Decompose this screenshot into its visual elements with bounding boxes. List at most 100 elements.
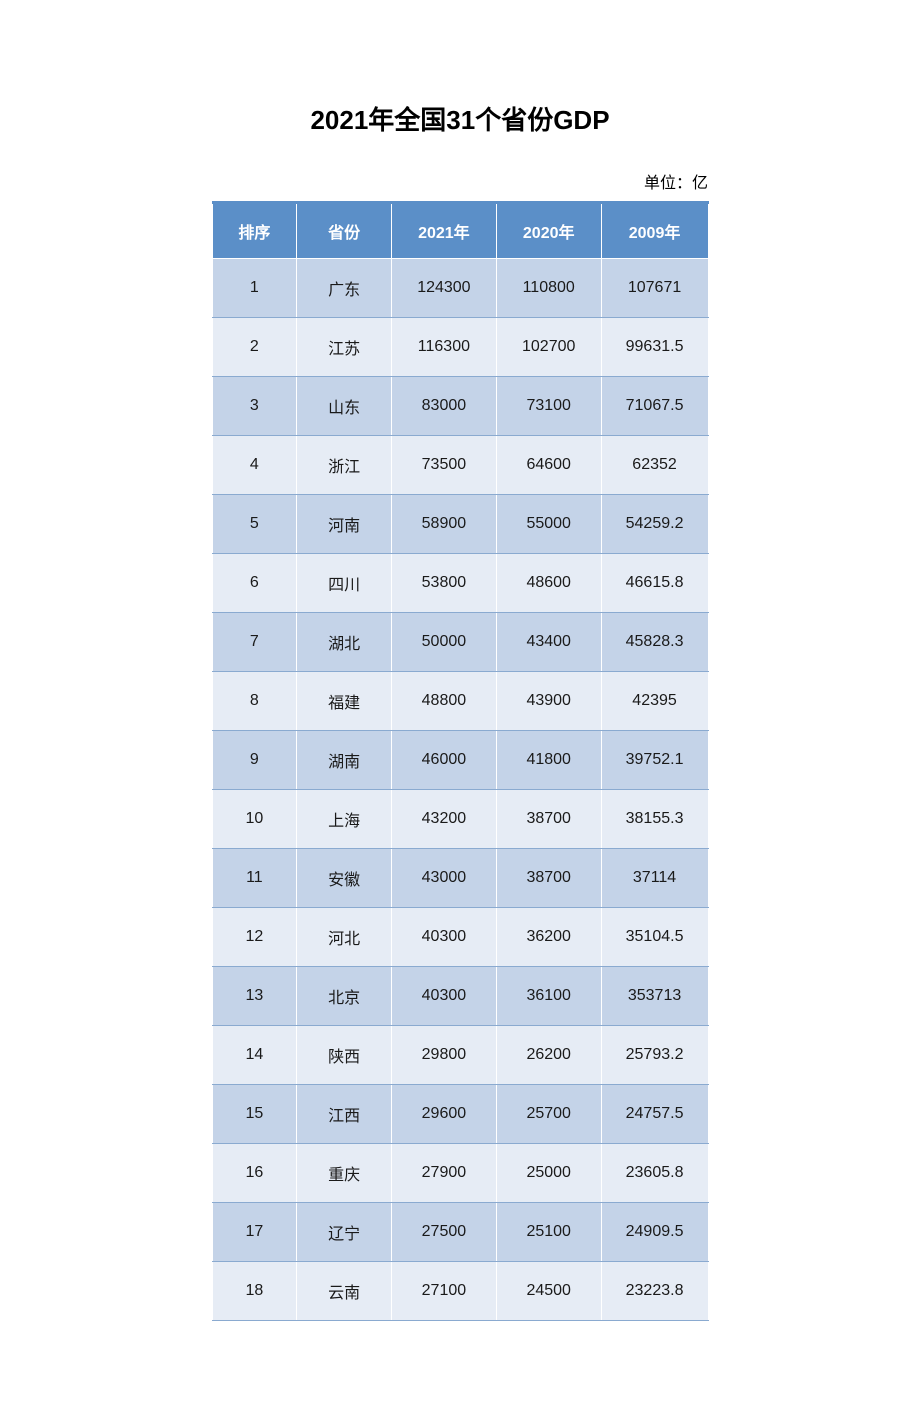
- cell-2020: 102700: [496, 318, 601, 377]
- cell-province: 江苏: [297, 318, 392, 377]
- cell-2021: 58900: [391, 495, 496, 554]
- cell-2020: 73100: [496, 377, 601, 436]
- cell-rank: 13: [212, 967, 297, 1026]
- table-row: 3山东830007310071067.5: [212, 377, 708, 436]
- cell-province: 辽宁: [297, 1203, 392, 1262]
- cell-rank: 15: [212, 1085, 297, 1144]
- cell-rank: 1: [212, 259, 297, 318]
- cell-2020: 26200: [496, 1026, 601, 1085]
- cell-2021: 43000: [391, 849, 496, 908]
- cell-2021: 124300: [391, 259, 496, 318]
- col-header-2021: 2021年: [391, 203, 496, 259]
- col-header-2009: 2009年: [601, 203, 708, 259]
- cell-2021: 27900: [391, 1144, 496, 1203]
- cell-province: 北京: [297, 967, 392, 1026]
- cell-rank: 11: [212, 849, 297, 908]
- cell-2021: 40300: [391, 967, 496, 1026]
- cell-2009: 107671: [601, 259, 708, 318]
- cell-2009: 46615.8: [601, 554, 708, 613]
- table-row: 8福建488004390042395: [212, 672, 708, 731]
- table-row: 11安徽430003870037114: [212, 849, 708, 908]
- cell-2009: 54259.2: [601, 495, 708, 554]
- cell-2009: 42395: [601, 672, 708, 731]
- cell-2009: 39752.1: [601, 731, 708, 790]
- cell-2020: 41800: [496, 731, 601, 790]
- cell-2021: 27500: [391, 1203, 496, 1262]
- table-header-row: 排序 省份 2021年 2020年 2009年: [212, 203, 708, 259]
- cell-province: 江西: [297, 1085, 392, 1144]
- page-title: 2021年全国31个省份GDP: [0, 100, 920, 137]
- cell-province: 上海: [297, 790, 392, 849]
- table-container: 排序 省份 2021年 2020年 2009年 1广东1243001108001…: [0, 201, 920, 1321]
- cell-2020: 38700: [496, 790, 601, 849]
- cell-rank: 3: [212, 377, 297, 436]
- cell-2020: 43400: [496, 613, 601, 672]
- cell-province: 四川: [297, 554, 392, 613]
- cell-province: 陕西: [297, 1026, 392, 1085]
- cell-2009: 24757.5: [601, 1085, 708, 1144]
- cell-rank: 8: [212, 672, 297, 731]
- cell-2009: 23605.8: [601, 1144, 708, 1203]
- cell-rank: 2: [212, 318, 297, 377]
- cell-2020: 64600: [496, 436, 601, 495]
- col-header-province: 省份: [297, 203, 392, 259]
- cell-2020: 48600: [496, 554, 601, 613]
- unit-label: 单位：亿: [0, 169, 920, 193]
- cell-province: 云南: [297, 1262, 392, 1321]
- cell-2020: 110800: [496, 259, 601, 318]
- cell-province: 重庆: [297, 1144, 392, 1203]
- cell-2021: 73500: [391, 436, 496, 495]
- cell-province: 湖南: [297, 731, 392, 790]
- document-page: 2021年全国31个省份GDP 单位：亿 排序 省份 2021年 2020年 2…: [0, 100, 920, 1321]
- cell-2009: 62352: [601, 436, 708, 495]
- table-row: 15江西296002570024757.5: [212, 1085, 708, 1144]
- table-row: 16重庆279002500023605.8: [212, 1144, 708, 1203]
- cell-2021: 116300: [391, 318, 496, 377]
- cell-2009: 24909.5: [601, 1203, 708, 1262]
- cell-rank: 12: [212, 908, 297, 967]
- cell-2021: 29800: [391, 1026, 496, 1085]
- table-row: 14陕西298002620025793.2: [212, 1026, 708, 1085]
- cell-2009: 35104.5: [601, 908, 708, 967]
- gdp-table: 排序 省份 2021年 2020年 2009年 1广东1243001108001…: [212, 201, 709, 1321]
- cell-province: 福建: [297, 672, 392, 731]
- cell-2020: 55000: [496, 495, 601, 554]
- table-row: 6四川538004860046615.8: [212, 554, 708, 613]
- cell-province: 河南: [297, 495, 392, 554]
- cell-rank: 18: [212, 1262, 297, 1321]
- cell-rank: 9: [212, 731, 297, 790]
- cell-2020: 36100: [496, 967, 601, 1026]
- cell-2021: 53800: [391, 554, 496, 613]
- table-body: 1广东1243001108001076712江苏1163001027009963…: [212, 259, 708, 1321]
- col-header-rank: 排序: [212, 203, 297, 259]
- table-row: 1广东124300110800107671: [212, 259, 708, 318]
- cell-2020: 36200: [496, 908, 601, 967]
- cell-province: 湖北: [297, 613, 392, 672]
- table-row: 10上海432003870038155.3: [212, 790, 708, 849]
- cell-2009: 37114: [601, 849, 708, 908]
- cell-2009: 71067.5: [601, 377, 708, 436]
- cell-rank: 5: [212, 495, 297, 554]
- table-row: 18云南271002450023223.8: [212, 1262, 708, 1321]
- cell-2021: 83000: [391, 377, 496, 436]
- cell-2020: 38700: [496, 849, 601, 908]
- cell-rank: 10: [212, 790, 297, 849]
- table-row: 4浙江735006460062352: [212, 436, 708, 495]
- cell-rank: 7: [212, 613, 297, 672]
- cell-province: 山东: [297, 377, 392, 436]
- cell-2009: 45828.3: [601, 613, 708, 672]
- cell-rank: 17: [212, 1203, 297, 1262]
- cell-province: 安徽: [297, 849, 392, 908]
- cell-2021: 29600: [391, 1085, 496, 1144]
- cell-2020: 25100: [496, 1203, 601, 1262]
- cell-province: 浙江: [297, 436, 392, 495]
- table-row: 2江苏11630010270099631.5: [212, 318, 708, 377]
- cell-2021: 46000: [391, 731, 496, 790]
- cell-rank: 6: [212, 554, 297, 613]
- cell-2020: 24500: [496, 1262, 601, 1321]
- cell-rank: 14: [212, 1026, 297, 1085]
- cell-2009: 353713: [601, 967, 708, 1026]
- table-row: 5河南589005500054259.2: [212, 495, 708, 554]
- cell-2020: 43900: [496, 672, 601, 731]
- cell-2021: 43200: [391, 790, 496, 849]
